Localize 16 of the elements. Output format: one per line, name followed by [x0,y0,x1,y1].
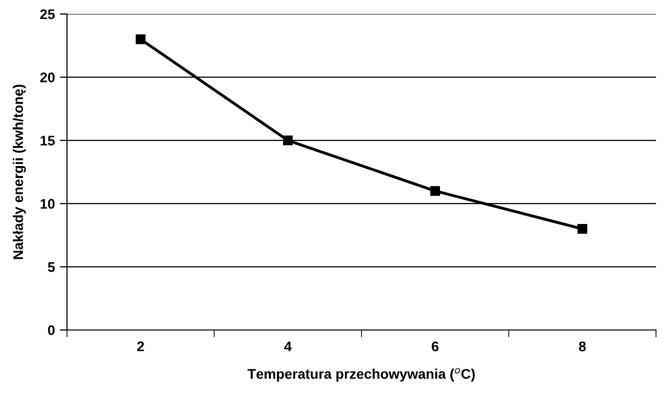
y-tick-label: 25 [40,9,55,20]
point [578,224,588,234]
y-axis-title: Nakłady energii (kwh/tonę) [12,84,26,260]
y-tick-label: 20 [40,72,55,82]
point [430,186,440,196]
point [283,136,293,146]
y-tick-label: 15 [40,136,55,146]
y-tick-label: 10 [40,198,55,209]
x-tick-label: 8 [578,341,586,352]
y-tick-label: 5 [48,262,55,272]
x-axis-title: Temperatura przechowywania ($^{o}$C) [248,368,475,382]
x-tick-label: 2 [137,341,144,352]
y-tick-label: 0 [48,325,55,336]
point [136,34,146,44]
x-tick-label: 6 [432,341,438,352]
x-tick-label: 4 [284,342,292,352]
